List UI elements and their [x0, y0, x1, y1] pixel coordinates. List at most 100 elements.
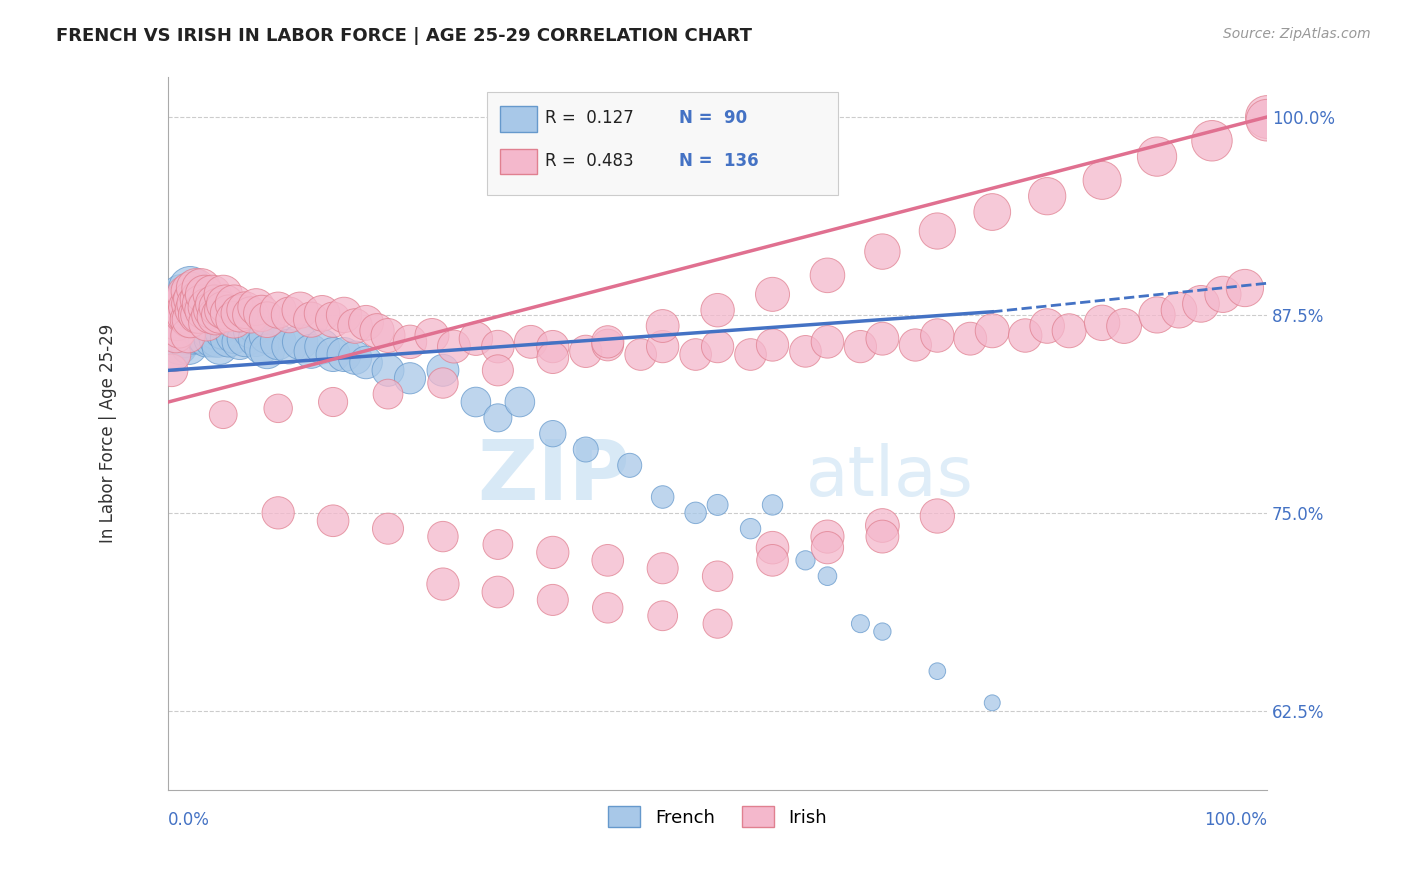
Point	[541, 426, 564, 441]
Text: Source: ZipAtlas.com: Source: ZipAtlas.com	[1223, 27, 1371, 41]
Point	[184, 291, 207, 305]
Point	[173, 292, 195, 306]
Point	[165, 316, 187, 330]
Point	[541, 545, 564, 559]
Point	[1057, 324, 1080, 338]
Point	[794, 344, 817, 359]
Point	[761, 541, 783, 555]
Point	[420, 328, 443, 343]
Point	[1233, 281, 1256, 295]
Point	[173, 308, 195, 322]
Point	[432, 577, 454, 591]
Point	[981, 696, 1004, 710]
Point	[214, 316, 236, 330]
Point	[1212, 287, 1234, 301]
Point	[228, 306, 250, 320]
Point	[169, 324, 191, 338]
Point	[183, 303, 205, 318]
Point	[172, 308, 194, 322]
Point	[486, 340, 509, 354]
Point	[1014, 328, 1036, 343]
Point	[224, 328, 246, 343]
Point	[177, 328, 200, 343]
Text: 100.0%: 100.0%	[1204, 812, 1267, 830]
Point	[188, 308, 211, 322]
Point	[190, 297, 212, 311]
Point	[256, 312, 278, 326]
Point	[160, 363, 183, 377]
Point	[198, 324, 221, 338]
Point	[245, 300, 267, 314]
Point	[179, 340, 201, 354]
Point	[190, 292, 212, 306]
Point	[927, 508, 949, 523]
Point	[207, 300, 229, 314]
Point	[278, 308, 301, 322]
Point	[464, 332, 486, 346]
Point	[172, 306, 194, 320]
Point	[177, 328, 200, 343]
Text: R =  0.483: R = 0.483	[546, 152, 634, 169]
Point	[278, 340, 301, 354]
Point	[959, 332, 981, 346]
Point	[183, 328, 205, 343]
Point	[322, 514, 344, 528]
Point	[201, 287, 224, 301]
Point	[619, 458, 641, 473]
Point	[1036, 318, 1059, 333]
Point	[344, 318, 367, 333]
Point	[464, 395, 486, 409]
Point	[186, 320, 208, 334]
Text: In Labor Force | Age 25-29: In Labor Force | Age 25-29	[98, 324, 117, 543]
Point	[212, 308, 235, 322]
Text: N =  136: N = 136	[679, 152, 759, 169]
Point	[486, 363, 509, 377]
Point	[239, 324, 262, 338]
Point	[188, 316, 211, 330]
Text: atlas: atlas	[806, 443, 973, 510]
Point	[190, 281, 212, 295]
Point	[197, 308, 219, 322]
Point	[761, 338, 783, 352]
Point	[706, 303, 728, 318]
Point	[256, 328, 278, 343]
Point	[163, 347, 186, 361]
Point	[176, 303, 198, 318]
Point	[184, 281, 207, 295]
Point	[187, 303, 209, 318]
Point	[204, 297, 226, 311]
Point	[207, 332, 229, 346]
Point	[193, 328, 215, 343]
Point	[190, 303, 212, 318]
Point	[195, 300, 218, 314]
Point	[1146, 150, 1168, 164]
Point	[233, 332, 256, 346]
Point	[817, 268, 839, 283]
Point	[204, 324, 226, 338]
Point	[224, 312, 246, 326]
Point	[239, 308, 262, 322]
Point	[486, 585, 509, 599]
Point	[212, 287, 235, 301]
Point	[872, 530, 894, 544]
Point	[849, 616, 872, 631]
Point	[218, 332, 240, 346]
Point	[311, 306, 333, 320]
Point	[575, 344, 598, 359]
Point	[740, 522, 762, 536]
Point	[179, 297, 201, 311]
Point	[245, 318, 267, 333]
Point	[1036, 189, 1059, 203]
Point	[218, 306, 240, 320]
Point	[195, 316, 218, 330]
FancyBboxPatch shape	[501, 106, 537, 132]
Text: ZIP: ZIP	[477, 436, 630, 517]
Point	[322, 312, 344, 326]
Text: N =  90: N = 90	[679, 109, 747, 127]
Point	[399, 371, 422, 385]
Legend: French, Irish: French, Irish	[600, 799, 835, 834]
Point	[212, 324, 235, 338]
Point	[981, 324, 1004, 338]
Point	[354, 355, 377, 369]
Point	[190, 316, 212, 330]
